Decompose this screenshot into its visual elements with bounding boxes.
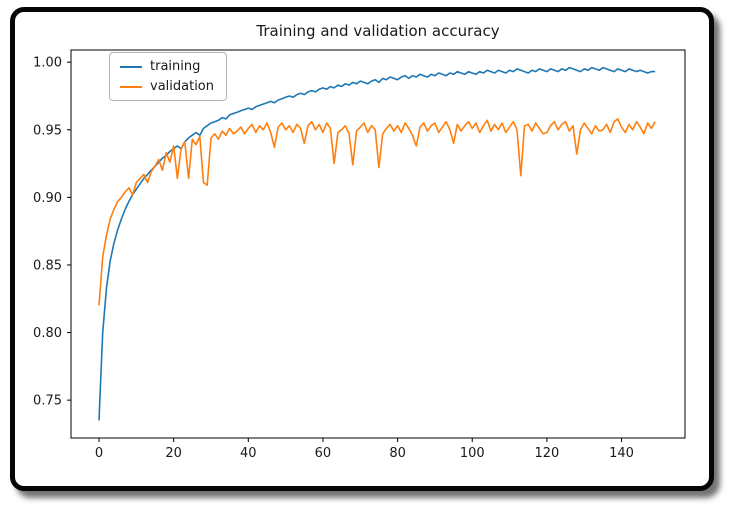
- axes-spines: [70, 49, 686, 439]
- x-tick-label: 80: [389, 446, 406, 461]
- y-tick-label: 0.90: [33, 191, 62, 206]
- image-frame: Training and validation accuracy 0 20 40 60…: [10, 7, 714, 491]
- y-tick-label: 0.80: [33, 326, 62, 341]
- legend-label-training: training: [150, 59, 201, 74]
- training-line-swatch: [120, 65, 142, 68]
- training-line: [98, 66, 656, 421]
- legend-item-training: training: [120, 60, 214, 73]
- plot-area: 0 20 40 60 80 100 120 140 0.75 0.80 0.85 0.90 0.95 1.…: [17, 40, 707, 472]
- validation-line-swatch: [120, 85, 142, 88]
- x-tick-label: 120: [534, 446, 559, 461]
- x-tick-label: 0: [95, 446, 103, 461]
- legend-label-validation: validation: [150, 79, 215, 94]
- x-tick-label: 40: [240, 446, 257, 461]
- x-tick-label: 20: [165, 446, 182, 461]
- y-tick-label: 0.95: [33, 123, 62, 138]
- x-tick-label: 100: [460, 446, 485, 461]
- accuracy-line-chart: 0 20 40 60 80 100 120 140 0.75 0.80 0.85 0.90 0.95 1.…: [33, 49, 686, 461]
- y-tick-label: 0.75: [33, 394, 62, 409]
- x-tick-label: 60: [315, 446, 332, 461]
- legend: training validation: [109, 52, 228, 101]
- y-tick-label: 1.00: [33, 56, 62, 71]
- legend-item-validation: validation: [120, 80, 214, 93]
- chart-title: Training and validation accuracy: [256, 22, 500, 40]
- y-tick-label: 0.85: [33, 258, 62, 273]
- x-tick-label: 140: [609, 446, 634, 461]
- validation-line: [98, 118, 656, 306]
- chart-card: Training and validation accuracy 0 20 40 60…: [15, 22, 709, 496]
